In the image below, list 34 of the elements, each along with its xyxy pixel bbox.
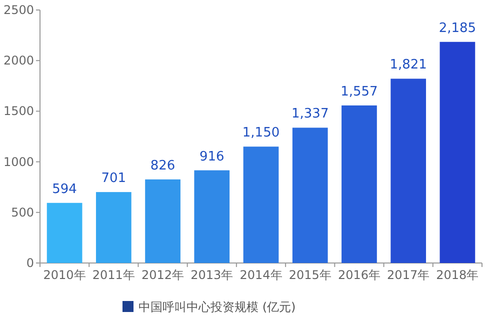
data-label: 701 [101, 171, 126, 186]
bar [292, 128, 328, 263]
data-label: 826 [150, 158, 176, 174]
x-tick-label: 2010年 [43, 268, 86, 282]
bar [243, 146, 279, 263]
x-tick-label: 2015年 [288, 268, 332, 282]
bar [390, 78, 426, 263]
y-tick-label: 500 [11, 205, 34, 220]
data-label: 1,337 [292, 106, 329, 122]
x-tick-label: 2011年 [92, 268, 135, 282]
x-tick-label: 2014年 [240, 268, 282, 282]
y-tick-label: 2500 [3, 3, 34, 17]
y-tick-label: 2000 [3, 54, 34, 68]
x-tick-label: 2017年 [387, 268, 430, 282]
x-tick-label: 2016年 [338, 268, 380, 282]
x-tick-label: 2013年 [190, 268, 234, 282]
bar [440, 42, 476, 263]
legend-item: 中国呼叫中心投资规模 (亿元) [122, 300, 296, 314]
x-tick-label: 2012年 [142, 268, 184, 282]
x-tick-label: 2018年 [436, 268, 479, 282]
bar [342, 105, 377, 263]
data-label: 1,557 [340, 84, 378, 100]
bar [145, 179, 180, 263]
y-tick-label: 0 [26, 256, 34, 270]
y-tick-label: 1500 [3, 104, 34, 118]
data-label: 916 [199, 149, 224, 164]
data-label: 1,150 [242, 126, 280, 141]
data-label: 2,185 [438, 20, 476, 36]
bar [96, 192, 132, 263]
bar [46, 202, 82, 263]
bar [194, 170, 230, 263]
data-label: 594 [52, 182, 77, 197]
data-label: 1,821 [390, 58, 427, 73]
y-tick-label: 1000 [3, 154, 34, 169]
